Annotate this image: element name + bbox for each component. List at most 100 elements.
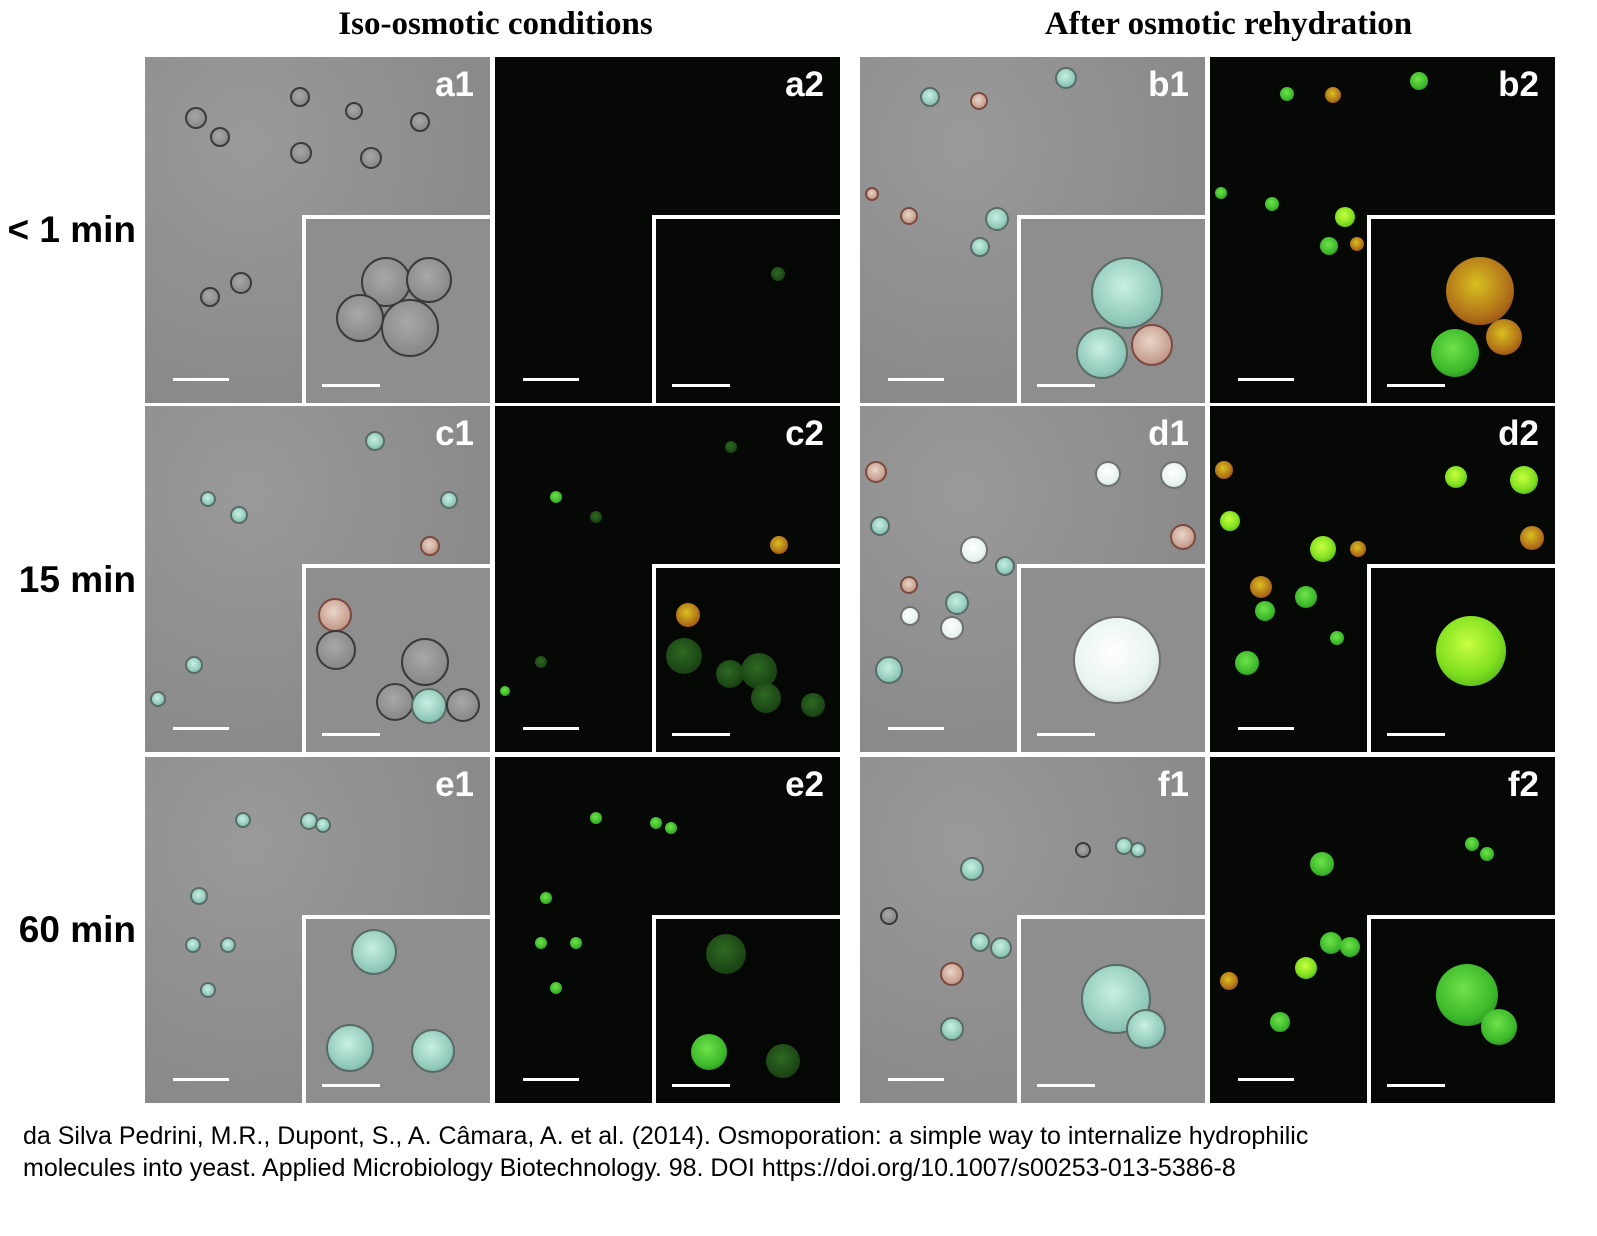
citation-line-2: molecules into yeast. Applied Microbiolo… [23,1154,1236,1182]
panel-label-e1: e1 [435,765,474,804]
micrograph-panel-a2: a2 [495,57,840,403]
yeast-cell [970,237,990,257]
yeast-cell [865,461,887,483]
yeast-cell-zoomed [376,683,414,721]
scale-bar [173,1078,229,1081]
yeast-cell [1255,601,1275,621]
yeast-cell [960,857,984,881]
yeast-cell [190,887,208,905]
yeast-cell [500,686,510,696]
yeast-cell [1265,197,1279,211]
yeast-cell-zoomed [666,638,702,674]
yeast-cell [1410,72,1428,90]
yeast-cell [1295,957,1317,979]
micrograph-panel-a1: a1 [145,57,490,403]
inset-scale-bar [1387,733,1445,736]
yeast-cell [970,932,990,952]
yeast-cell-zoomed [351,929,397,975]
yeast-cell [440,491,458,509]
panel-label-f1: f1 [1157,765,1189,804]
panel-label-a1: a1 [435,65,474,104]
yeast-cell-zoomed [706,934,746,974]
scale-bar [888,727,944,730]
micrograph-panel-f1: f1 [860,757,1205,1103]
yeast-cell-zoomed [1431,329,1479,377]
micrograph-panel-f2: f2 [1210,757,1555,1103]
yeast-cell [1520,526,1544,550]
yeast-cell-zoomed [1076,327,1128,379]
yeast-cell [235,812,251,828]
yeast-cell [1280,87,1294,101]
yeast-cell [200,491,216,507]
inset-zoom-f2 [1367,915,1555,1103]
yeast-cell-zoomed [446,688,480,722]
inset-zoom-e2 [652,915,840,1103]
yeast-cell [995,556,1015,576]
yeast-cell-zoomed [771,267,785,281]
inset-zoom-e1 [302,915,490,1103]
panel-label-b2: b2 [1498,65,1539,104]
yeast-cell [940,1017,964,1041]
yeast-cell [200,287,220,307]
yeast-cell [1250,576,1272,598]
yeast-cell [1055,67,1077,89]
row-label-60-min: 60 min [18,909,136,950]
yeast-cell-zoomed [766,1044,800,1078]
yeast-cell [570,937,582,949]
scale-bar [523,378,579,381]
panel-label-c1: c1 [435,414,474,453]
yeast-cell-zoomed [691,1034,727,1070]
yeast-cell [880,907,898,925]
yeast-cell-zoomed [1073,616,1161,704]
scale-bar [1238,727,1294,730]
yeast-cell [550,982,562,994]
inset-zoom-c2 [652,564,840,752]
yeast-cell [870,516,890,536]
micrograph-panel-c1: c1 [145,406,490,752]
yeast-cell [1320,237,1338,255]
inset-zoom-c1 [302,564,490,752]
scale-bar [1238,378,1294,381]
yeast-cell [945,591,969,615]
yeast-cell [1340,937,1360,957]
yeast-cell [1160,461,1188,489]
yeast-cell [315,817,331,833]
yeast-cell-zoomed [381,299,439,357]
yeast-cell [1335,207,1355,227]
scale-bar [888,378,944,381]
inset-zoom-a1 [302,215,490,403]
row-label-under-1-min: < 1 min [7,209,136,250]
yeast-cell [550,491,562,503]
panel-label-c2: c2 [785,414,824,453]
inset-zoom-b2 [1367,215,1555,403]
yeast-cell [345,102,363,120]
yeast-cell [185,107,207,129]
inset-scale-bar [1387,384,1445,387]
yeast-cell [1170,524,1196,550]
inset-scale-bar [1037,733,1095,736]
yeast-cell [1310,852,1334,876]
yeast-cell-zoomed [1126,1009,1166,1049]
scale-bar [173,727,229,730]
yeast-cell [535,656,547,668]
yeast-cell [150,691,166,707]
inset-zoom-b1 [1017,215,1205,403]
yeast-cell [1480,847,1494,861]
yeast-cell-zoomed [1091,257,1163,329]
yeast-cell [1350,237,1364,251]
yeast-cell-zoomed [401,638,449,686]
yeast-cell-zoomed [1446,257,1514,325]
yeast-cell [1215,187,1227,199]
inset-scale-bar [672,1084,730,1087]
yeast-cell [220,937,236,953]
yeast-cell [1220,972,1238,990]
yeast-cell [900,576,918,594]
row-label-15-min: 15 min [18,559,136,600]
yeast-cell [185,656,203,674]
yeast-cell [1330,631,1344,645]
inset-zoom-d2 [1367,564,1555,752]
yeast-cell [210,127,230,147]
yeast-cell [1295,586,1317,608]
micrograph-panel-b2: b2 [1210,57,1555,403]
inset-scale-bar [672,733,730,736]
